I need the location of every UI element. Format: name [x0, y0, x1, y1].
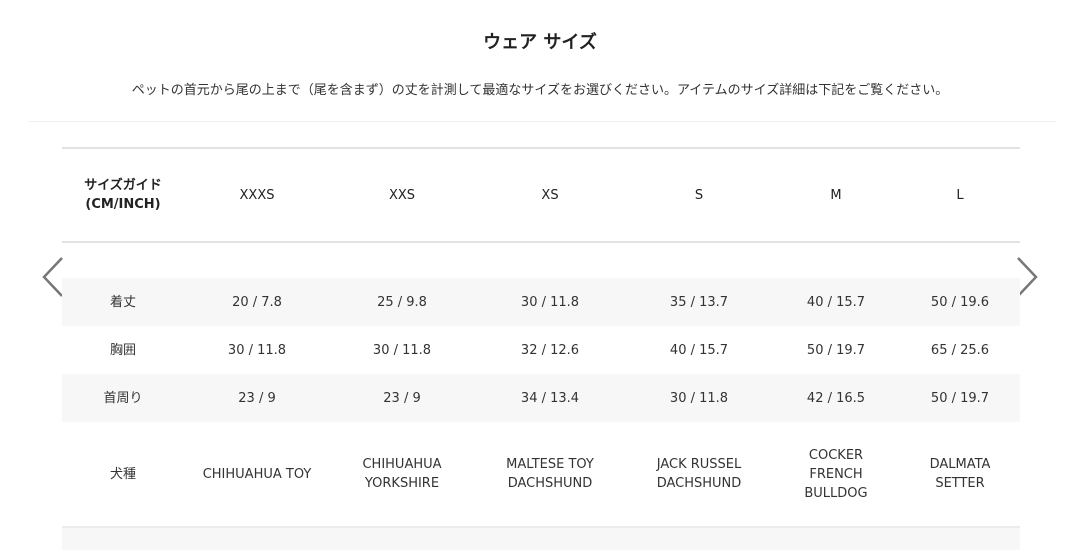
- table-cell: JACK RUSSEL DACHSHUND: [656, 457, 742, 491]
- table-cell: 25 / 9.8: [377, 294, 427, 310]
- table-cell: MALTESE TOY DACHSHUND: [506, 457, 594, 491]
- chevron-right-icon: [1017, 257, 1038, 297]
- table-cell: 65 / 25.6: [930, 342, 990, 358]
- next-button[interactable]: [1012, 256, 1040, 298]
- table-cell: 50 / 19.7: [930, 390, 990, 406]
- size-header: L: [956, 187, 964, 203]
- table-cell: 30 / 11.8: [227, 342, 287, 358]
- table-cell: 20 / 7.8: [232, 294, 282, 310]
- table-row: 犬種 CHIHUAHUA TOY CHIHUAHUA YORKSHIRE MAL…: [62, 422, 1020, 526]
- table-cell: 50 / 19.6: [930, 294, 990, 310]
- table-cell: 23 / 9: [383, 390, 421, 406]
- size-header: S: [694, 187, 704, 203]
- table-cell: 50 / 19.7: [806, 342, 866, 358]
- size-table: サイズガイド (CM/INCH) XXXS XXS XS S M L 着丈 20…: [62, 147, 1020, 550]
- row-label: 胸囲: [109, 342, 137, 358]
- table-cell: 30 / 11.8: [372, 342, 432, 358]
- table-cell: DALMATA SETTER: [929, 457, 991, 491]
- table-cell: 30 / 11.8: [669, 390, 729, 406]
- table-cell: 23 / 9: [238, 390, 276, 406]
- chevron-left-icon: [42, 257, 63, 297]
- table-header: サイズガイド (CM/INCH) XXXS XXS XS S M L: [62, 147, 1020, 243]
- size-header: M: [830, 187, 842, 203]
- table-cell: CHIHUAHUA TOY: [202, 466, 312, 482]
- table-cell: 34 / 13.4: [520, 390, 580, 406]
- table-cell: CHIHUAHUA YORKSHIRE: [362, 457, 442, 491]
- table-row: 胸囲 30 / 11.8 30 / 11.8 32 / 12.6 40 / 15…: [62, 326, 1020, 374]
- row-label: 着丈: [109, 294, 137, 310]
- table-cell: 30 / 11.8: [520, 294, 580, 310]
- table-cell: 40 / 15.7: [806, 294, 866, 310]
- table-cell: 32 / 12.6: [520, 342, 580, 358]
- size-header: XXS: [388, 187, 416, 203]
- table-cell: 35 / 13.7: [669, 294, 729, 310]
- table-cell: 40 / 15.7: [669, 342, 729, 358]
- page-title: ウェア サイズ: [483, 32, 597, 53]
- row-label: 首周り: [103, 390, 143, 406]
- header-label: サイズガイド (CM/INCH): [84, 178, 162, 212]
- prev-button[interactable]: [40, 256, 68, 298]
- table-cell: COCKER FRENCH BULLDOG: [804, 447, 868, 501]
- divider: [28, 121, 1056, 122]
- size-header: XXXS: [239, 187, 275, 203]
- size-header: XS: [541, 187, 559, 203]
- row-label: 犬種: [109, 466, 137, 482]
- page-subtitle: ペットの首元から尾の上まで（尾を含まず）の丈を計測して最適なサイズをお選びくださ…: [131, 83, 949, 98]
- table-cell: 42 / 16.5: [806, 390, 866, 406]
- table-row: 首周り 23 / 9 23 / 9 34 / 13.4 30 / 11.8 42…: [62, 374, 1020, 422]
- table-row: 着丈 20 / 7.8 25 / 9.8 30 / 11.8 35 / 13.7…: [62, 278, 1020, 326]
- table-footer: [62, 526, 1020, 550]
